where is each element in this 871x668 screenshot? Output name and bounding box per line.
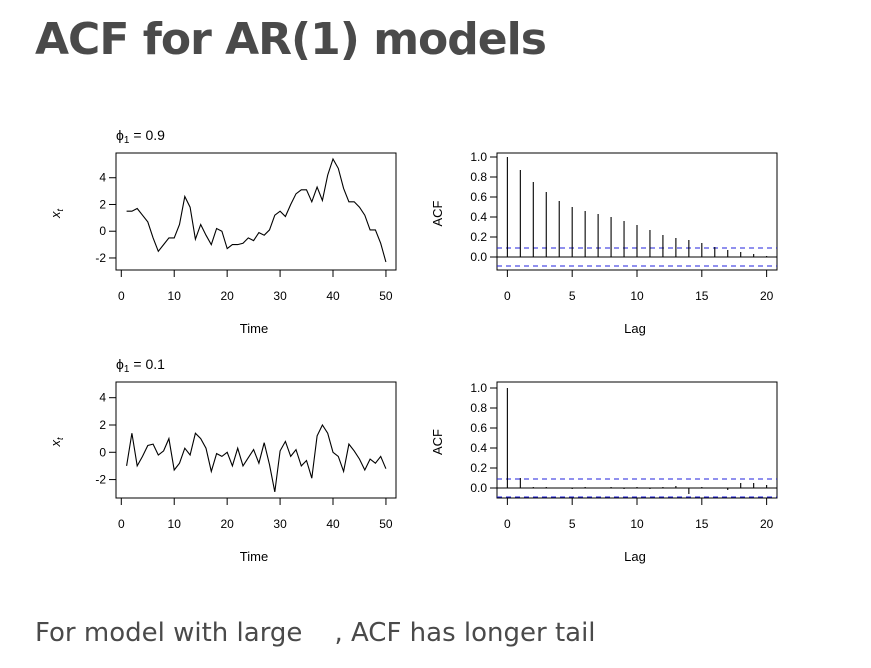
x-tick-label: 10 bbox=[630, 517, 644, 531]
panel-title-sub: 1 bbox=[124, 135, 130, 146]
x-tick-label: 0 bbox=[504, 289, 511, 303]
x-tick-label: 20 bbox=[760, 517, 774, 531]
y-tick-label: 0.0 bbox=[470, 250, 487, 264]
y-axis-label: ACF bbox=[430, 200, 445, 226]
x-axis-label: Lag bbox=[624, 321, 646, 336]
x-tick-label: 0 bbox=[118, 517, 125, 531]
x-tick-label: 5 bbox=[569, 289, 576, 303]
y-tick-label: 0.6 bbox=[470, 421, 487, 435]
x-axis-label: Lag bbox=[624, 549, 646, 564]
y-tick-label: 2 bbox=[99, 197, 106, 211]
x-tick-label: 10 bbox=[168, 289, 182, 303]
y-tick-label: -2 bbox=[95, 473, 106, 487]
panel-title-value: = 0.9 bbox=[133, 127, 165, 143]
x-tick-label: 10 bbox=[168, 517, 182, 531]
panel-title-value: = 0.1 bbox=[133, 356, 165, 372]
panel-title: ϕ1 = 0.9 bbox=[116, 127, 165, 146]
y-tick-label: 0.8 bbox=[470, 170, 487, 184]
y-tick-label: 0 bbox=[99, 445, 106, 459]
panel-title-symbol: ϕ bbox=[116, 127, 124, 143]
slide-title: ACF for AR(1) models bbox=[35, 14, 547, 65]
chart-panel-1: 0 10 20 30 40 50 -2 0 2 4 Time xt ϕ1 = 0.9 bbox=[48, 127, 397, 336]
y-tick-label: 0.2 bbox=[470, 230, 487, 244]
x-tick-label: 20 bbox=[760, 289, 774, 303]
y-tick-label: 0.6 bbox=[470, 190, 487, 204]
x-tick-label: 15 bbox=[695, 517, 709, 531]
caption-after: , ACF has longer tail bbox=[334, 618, 596, 648]
y-tick-label: 0 bbox=[99, 224, 106, 238]
x-tick-label: 20 bbox=[220, 289, 234, 303]
caption-before: For model with large bbox=[35, 618, 303, 648]
x-tick-label: 30 bbox=[273, 289, 287, 303]
x-tick-label: 10 bbox=[630, 289, 644, 303]
y-axis-label-sub: t bbox=[55, 437, 65, 440]
plot-frame bbox=[115, 381, 397, 499]
y-tick-label: 0.8 bbox=[470, 401, 487, 415]
plot-frame bbox=[496, 381, 778, 499]
x-tick-label: 40 bbox=[326, 517, 340, 531]
chart-panel-3: 0 10 20 30 40 50 -2 0 2 4 Time xt ϕ1 = 0.1 bbox=[48, 356, 397, 564]
panel-title-sub: 1 bbox=[124, 364, 130, 375]
x-tick-label: 0 bbox=[118, 289, 125, 303]
y-axis-label: ACF bbox=[430, 429, 445, 455]
x-tick-label: 15 bbox=[695, 289, 709, 303]
y-axis-label: xt bbox=[48, 437, 65, 448]
x-axis-label: Time bbox=[240, 549, 268, 564]
x-tick-label: 20 bbox=[220, 517, 234, 531]
x-tick-label: 30 bbox=[273, 517, 287, 531]
y-tick-label: 4 bbox=[99, 171, 106, 185]
y-tick-label: 0.4 bbox=[470, 210, 487, 224]
x-tick-label: 40 bbox=[326, 289, 340, 303]
panel-title-symbol: ϕ bbox=[116, 356, 124, 372]
x-tick-label: 0 bbox=[504, 517, 511, 531]
series-line bbox=[126, 157, 387, 263]
y-tick-label: 0.2 bbox=[470, 461, 487, 475]
y-axis-label-main: x bbox=[48, 211, 63, 219]
y-axis-label-main: x bbox=[48, 440, 63, 448]
y-tick-label: 0.4 bbox=[470, 441, 487, 455]
y-axis-label-sub: t bbox=[55, 209, 65, 212]
x-tick-label: 5 bbox=[569, 517, 576, 531]
y-axis-label: xt bbox=[48, 209, 65, 220]
y-tick-label: 2 bbox=[99, 418, 106, 432]
series-line bbox=[126, 423, 387, 493]
chart-panel-4: 0 5 10 15 20 0.0 0.2 0.4 0.6 0.8 1.0 Lag ACF bbox=[430, 381, 778, 564]
chart-panel-2: 0 5 10 15 20 0.0 0.2 0.4 0.6 0.8 1.0 Lag ACF bbox=[430, 150, 778, 336]
y-tick-label: 4 bbox=[99, 391, 106, 405]
y-tick-label: 0.0 bbox=[470, 481, 487, 495]
slide-caption: For model with large , ACF has longer tai… bbox=[35, 618, 596, 648]
x-tick-label: 50 bbox=[379, 517, 393, 531]
plot-frame bbox=[115, 152, 397, 271]
x-axis-label: Time bbox=[240, 321, 268, 336]
x-tick-label: 50 bbox=[379, 289, 393, 303]
panel-title: ϕ1 = 0.1 bbox=[116, 356, 165, 375]
y-tick-label: 1.0 bbox=[470, 150, 487, 164]
y-tick-label: 1.0 bbox=[470, 381, 487, 395]
y-tick-label: -2 bbox=[95, 251, 106, 265]
